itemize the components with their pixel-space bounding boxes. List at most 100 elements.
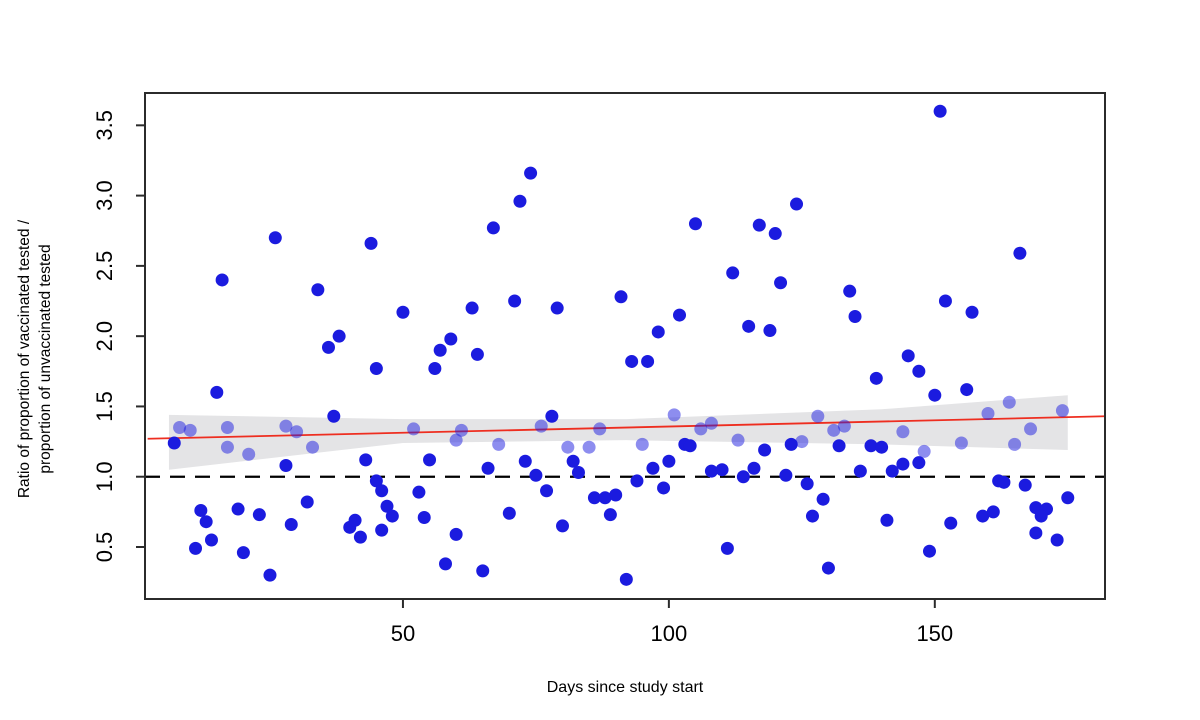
data-point (832, 439, 846, 453)
data-point (199, 515, 213, 529)
data-point (763, 324, 777, 338)
data-point (997, 475, 1011, 489)
data-point (912, 456, 926, 470)
data-point (359, 453, 373, 467)
data-point (502, 506, 516, 520)
data-point (311, 283, 325, 297)
data-point (279, 419, 293, 433)
data-point (1013, 246, 1027, 260)
data-point (375, 523, 389, 537)
y-tick-label: 3.0 (92, 180, 117, 211)
data-point (476, 564, 490, 578)
data-point (306, 440, 320, 454)
data-point (220, 440, 234, 454)
data-point (444, 332, 458, 346)
data-point (284, 518, 298, 532)
data-point (1008, 437, 1022, 451)
data-point (885, 464, 899, 478)
data-point (375, 484, 389, 498)
data-point (694, 422, 708, 436)
y-tick-label: 0.5 (92, 532, 117, 563)
data-point (183, 423, 197, 437)
data-point (896, 425, 910, 439)
data-point (635, 437, 649, 451)
confidence-band (168, 395, 1068, 470)
data-point (396, 305, 410, 319)
data-point (513, 194, 527, 208)
data-point (667, 408, 681, 422)
data-point (508, 294, 522, 308)
data-point (736, 470, 750, 484)
data-point (204, 533, 218, 547)
data-point (805, 509, 819, 523)
data-point (837, 419, 851, 433)
data-point (598, 491, 612, 505)
data-point (790, 197, 804, 211)
data-point (646, 461, 660, 475)
data-point (625, 354, 639, 368)
data-point (795, 435, 809, 449)
data-point (774, 276, 788, 290)
data-point (1034, 509, 1048, 523)
data-point (236, 546, 250, 560)
data-point (321, 340, 335, 354)
data-point (603, 508, 617, 522)
data-point (944, 516, 958, 530)
data-point (545, 409, 559, 423)
data-point (566, 454, 580, 468)
data-point (747, 461, 761, 475)
data-point (843, 284, 857, 298)
data-point (369, 474, 383, 488)
data-point (529, 468, 543, 482)
data-point (593, 422, 607, 436)
data-point (189, 541, 203, 555)
data-point (816, 492, 830, 506)
data-point (215, 273, 229, 287)
data-point (300, 495, 314, 509)
data-point (428, 361, 442, 375)
data-point (412, 485, 426, 499)
data-point (1055, 404, 1069, 418)
data-point (518, 454, 532, 468)
data-point (290, 425, 304, 439)
data-point (492, 437, 506, 451)
data-point (252, 508, 266, 522)
data-point (657, 481, 671, 495)
data-point (901, 349, 915, 363)
data-point (784, 437, 798, 451)
y-axis-label-line2: proportion of unvaccinated tested (36, 244, 54, 474)
data-point (407, 422, 421, 436)
data-point (688, 217, 702, 231)
data-point (524, 166, 538, 180)
data-point (210, 385, 224, 399)
y-axis-label: Ratio of proportion of vaccinated tested… (15, 9, 59, 709)
data-point (385, 509, 399, 523)
data-point (369, 361, 383, 375)
y-tick-label: 3.5 (92, 110, 117, 141)
data-point (1024, 422, 1038, 436)
data-point (470, 347, 484, 361)
data-point (715, 463, 729, 477)
regression-line (147, 415, 1106, 440)
data-point (1061, 491, 1075, 505)
data-point (933, 104, 947, 118)
data-point (853, 464, 867, 478)
data-point (869, 371, 883, 385)
data-point (821, 561, 835, 575)
data-point (896, 457, 910, 471)
x-tick-label: 50 (391, 621, 415, 646)
data-point (348, 513, 362, 527)
y-tick-label: 1.5 (92, 391, 117, 422)
data-point (641, 354, 655, 368)
data-point (481, 461, 495, 475)
data-point (417, 510, 431, 524)
x-tick-label: 100 (651, 621, 688, 646)
data-point (268, 231, 282, 245)
data-point (742, 319, 756, 333)
data-point (194, 503, 208, 517)
y-tick-label: 2.5 (92, 251, 117, 282)
data-point (986, 505, 1000, 519)
data-point (423, 453, 437, 467)
